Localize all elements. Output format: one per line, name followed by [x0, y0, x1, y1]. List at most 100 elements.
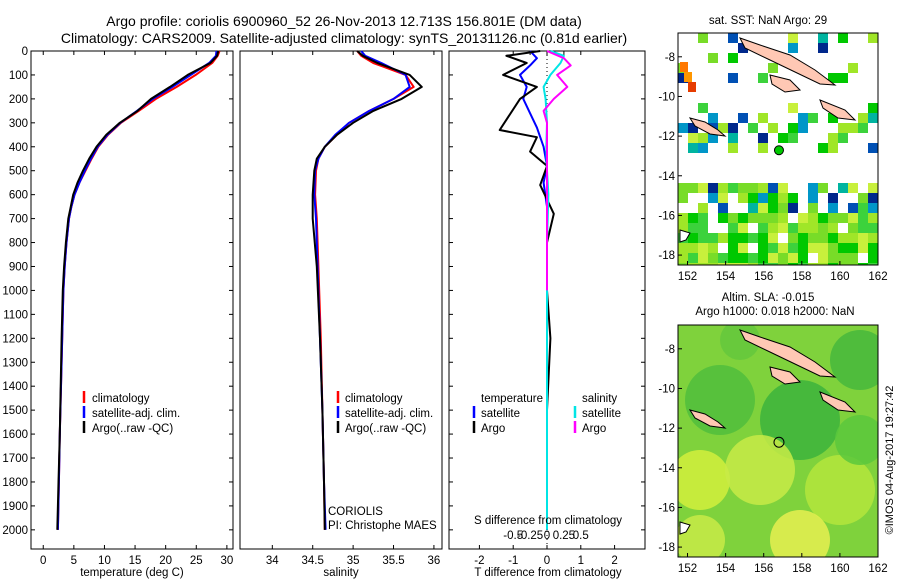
sla-map-frame — [677, 324, 879, 558]
sst-cell — [758, 113, 768, 123]
sst-cell — [828, 243, 838, 253]
sst-cell — [828, 203, 838, 213]
x-tick-label: 0 — [40, 555, 46, 567]
sst-cell — [688, 143, 698, 153]
legend-sal-satellite: satellite — [582, 408, 621, 420]
sst-cell — [738, 243, 748, 253]
sst-cell — [768, 223, 778, 233]
sst-cell — [828, 223, 838, 233]
legend-argo: Argo(..raw -QC) — [345, 423, 426, 435]
sst-cell — [858, 223, 868, 233]
salinity-axes-frame — [239, 50, 443, 550]
x2-tick-label: -0.5 — [503, 530, 523, 542]
sst-cell — [758, 233, 768, 243]
sst-cell — [688, 82, 696, 92]
sst-cell — [868, 223, 878, 233]
sst-cell — [678, 253, 688, 263]
salinity-xlabel: salinity — [323, 567, 358, 579]
x-tick-label: 1 — [578, 555, 584, 567]
y-tick-label: 1700 — [2, 453, 28, 465]
sst-cell — [748, 203, 758, 213]
sst-cell — [838, 33, 848, 43]
y-tick-label: 600 — [9, 190, 28, 202]
sst-cell — [818, 233, 828, 243]
series-line-satellite — [56, 50, 218, 530]
x-tick-label: 35.5 — [382, 555, 404, 567]
sst-cell — [698, 243, 708, 253]
sst-cell — [838, 213, 848, 223]
sst-cell — [728, 33, 738, 43]
sst-cell — [828, 193, 838, 203]
legend-salinity-title: salinity — [582, 393, 617, 405]
sst-cell — [868, 213, 878, 223]
sst-cell — [728, 133, 738, 143]
sla-field-blob — [805, 455, 875, 525]
sst-cell — [748, 183, 758, 193]
y-tick-label: 1900 — [2, 501, 28, 513]
sst-cell — [728, 223, 738, 233]
sst-cell — [698, 253, 708, 263]
island-shape — [769, 74, 802, 93]
sst-cell — [798, 113, 808, 123]
sst-cell — [828, 213, 838, 223]
legend-satellite: satellite-adj. clim. — [92, 408, 180, 420]
sst-cell — [728, 253, 738, 263]
sst-cell — [778, 203, 788, 213]
difference-panel: -2 -1 0 1 2-0.5-0.25 0 0.250.5 temperature sat… — [448, 50, 646, 579]
sst-cell — [708, 193, 718, 203]
sst-cell — [828, 133, 838, 143]
sst-cell — [728, 53, 738, 63]
x-tick-label: 15 — [129, 555, 142, 567]
sst-cell — [808, 213, 818, 223]
sst-cell — [768, 233, 778, 243]
sst-cell — [798, 263, 808, 265]
diff-line-sal_argo_diff — [542, 50, 572, 291]
sst-cell — [728, 143, 738, 153]
y-tick-label: 200 — [9, 94, 28, 106]
sst-cell — [808, 233, 818, 243]
island-shape — [769, 366, 802, 385]
map-x-tick-label: 154 — [716, 563, 736, 575]
sst-cell — [738, 113, 748, 123]
sst-cell — [778, 243, 788, 253]
map-y-tick-label: -14 — [658, 171, 675, 183]
y-tick-label: 800 — [9, 238, 28, 250]
sst-cell — [698, 223, 708, 233]
sst-cell — [748, 253, 758, 263]
sst-cell — [748, 263, 758, 265]
sst-map-title: sat. SST: NaN Argo: 29 — [709, 15, 827, 27]
map-x-tick-label: 162 — [868, 563, 887, 575]
x-tick-label: 5 — [71, 555, 77, 567]
series-line-satellite — [313, 50, 411, 530]
sst-map-islands — [679, 37, 857, 243]
map-x-tick-label: 158 — [792, 271, 811, 283]
sst-cell — [848, 263, 858, 265]
legend-temp-argo: Argo — [481, 423, 505, 435]
x-tick-label: 34 — [266, 555, 279, 567]
sst-cell — [738, 193, 748, 203]
sst-cell — [838, 123, 848, 133]
x-tick-label: 34.5 — [302, 555, 324, 567]
sst-cell — [728, 123, 738, 133]
sst-cell — [778, 263, 788, 265]
sst-cell — [818, 263, 828, 265]
sst-cell — [778, 193, 788, 203]
sst-cell — [688, 223, 698, 233]
sst-cell — [868, 103, 878, 113]
sst-cell — [868, 243, 878, 253]
sst-cell — [818, 243, 828, 253]
y-tick-label: 0 — [22, 46, 28, 58]
sst-cell — [848, 123, 858, 133]
sla-map-islands — [679, 329, 857, 535]
imos-watermark: ©IMOS 04-Aug-2017 19:27:42 — [884, 386, 896, 535]
series-line-climatology — [56, 50, 221, 530]
sst-cell — [808, 263, 818, 265]
sst-cell — [798, 233, 808, 243]
y-tick-label: 100 — [9, 70, 28, 82]
sst-cell — [828, 73, 838, 83]
sst-cell — [768, 183, 778, 193]
diff-line-argo — [498, 50, 555, 530]
sla-field-blob — [725, 435, 795, 505]
sst-cell — [748, 233, 758, 243]
